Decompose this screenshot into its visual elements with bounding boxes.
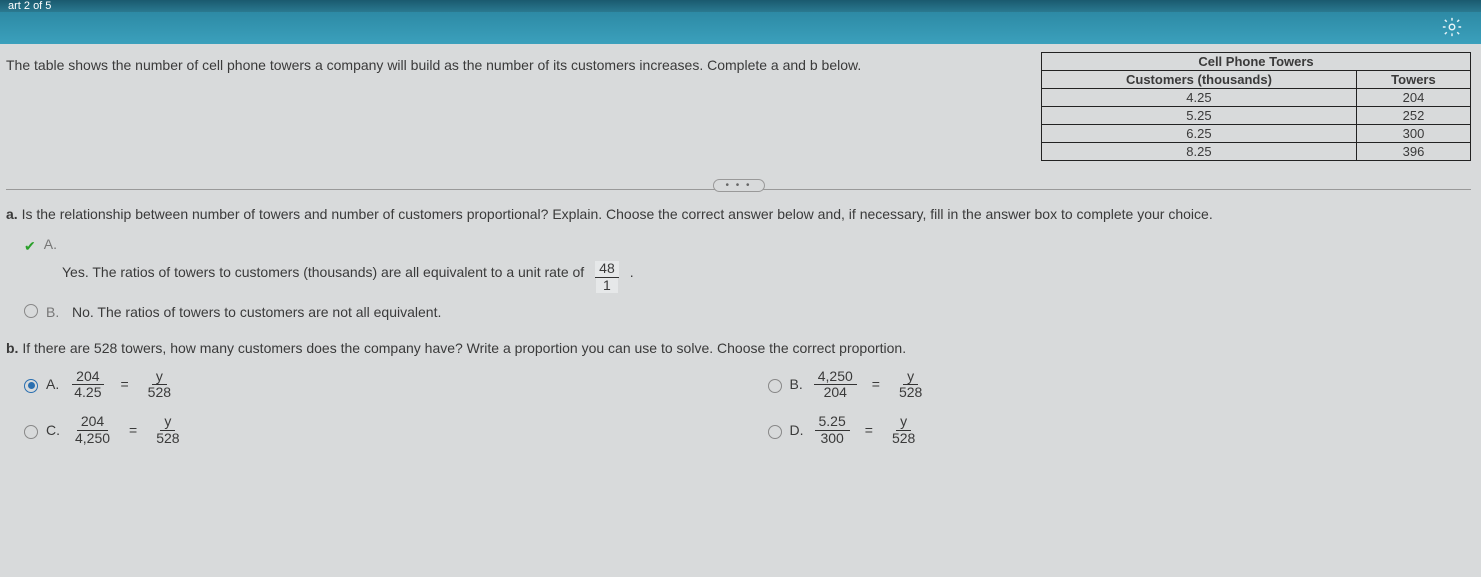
part-a-prefix: a. [6,206,18,222]
table-scroll: ▲ ▼ [1477,52,1481,172]
gear-icon[interactable] [1441,16,1463,41]
table-row: 6.25300 [1042,125,1471,143]
expand-pill[interactable]: • • • [712,179,764,192]
option-letter: B. [790,376,803,392]
part-b-option-a[interactable]: A. 204 4.25 = y 528 [24,369,728,401]
part-a-question: a. Is the relationship between number of… [6,204,1471,225]
equals-sign: = [120,376,128,392]
equals-sign: = [129,422,137,438]
option-a-text-before: Yes. The ratios of towers to customers (… [62,261,584,283]
unit-rate-num[interactable]: 48 [595,261,619,277]
part-b-option-b[interactable]: B. 4,250 204 = y 528 [768,369,1472,401]
part-a-option-a-text: Yes. The ratios of towers to customers (… [62,261,1471,293]
option-a-text-after: . [630,261,634,283]
option-letter: C. [46,422,60,438]
equals-sign: = [872,376,880,392]
part-b-prefix: b. [6,340,18,356]
col-towers: Towers [1356,71,1470,89]
part-b-option-c[interactable]: C. 204 4,250 = y 528 [24,414,728,446]
unit-rate-den: 1 [596,278,618,293]
table-row: 8.25396 [1042,143,1471,161]
intro-text: The table shows the number of cell phone… [6,52,981,76]
part-b-question: b. If there are 528 towers, how many cus… [6,338,1471,359]
radio-icon[interactable] [768,379,782,393]
fraction-right: y 528 [888,414,919,446]
table-title: Cell Phone Towers [1042,53,1471,71]
progress-text: art 2 of 5 [8,0,51,12]
part-a-option-a[interactable]: ✔ A. [24,233,1471,257]
option-letter: B. [46,301,64,323]
radio-icon[interactable] [768,425,782,439]
fraction-left: 204 4.25 [70,369,105,401]
tool-header [0,12,1481,44]
radio-icon[interactable] [24,425,38,439]
part-a-option-b[interactable]: B. No. The ratios of towers to customers… [24,301,1471,323]
data-table-wrap: Cell Phone Towers Customers (thousands) … [1041,52,1471,161]
intro-row: The table shows the number of cell phone… [6,52,1471,161]
equals-sign: = [865,422,873,438]
table-row: 4.25204 [1042,89,1471,107]
part-a-prompt: Is the relationship between number of to… [22,206,1213,222]
fraction-right: y 528 [152,414,183,446]
cell-tower-table: Cell Phone Towers Customers (thousands) … [1041,52,1471,161]
fraction-left: 204 4,250 [71,414,114,446]
table-row: 5.25252 [1042,107,1471,125]
part-b-option-d[interactable]: D. 5.25 300 = y 528 [768,414,1472,446]
content-area: The table shows the number of cell phone… [0,44,1481,446]
part-b-prompt: If there are 528 towers, how many custom… [22,340,906,356]
fraction-right: y 528 [144,369,175,401]
fraction-right: y 528 [895,369,926,401]
check-icon: ✔ [24,235,36,257]
option-b-text: No. The ratios of towers to customers ar… [72,301,441,323]
radio-icon[interactable] [24,379,38,393]
radio-icon[interactable] [24,304,38,318]
option-letter: A. [44,233,62,255]
option-letter: A. [46,376,59,392]
part-b-options: A. 204 4.25 = y 528 B. 4,250 204 = y 528 [24,369,1471,447]
top-progress-bar: art 2 of 5 [0,0,1481,12]
fraction-left: 5.25 300 [815,414,850,446]
fraction-left: 4,250 204 [814,369,857,401]
option-letter: D. [790,422,804,438]
unit-rate-fraction: 48 1 [595,261,619,293]
col-customers: Customers (thousands) [1042,71,1357,89]
